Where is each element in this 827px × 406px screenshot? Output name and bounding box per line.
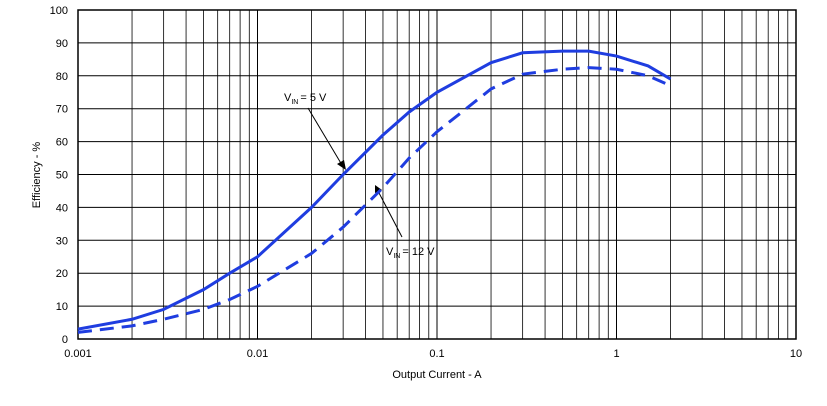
label-rest: = 5 V xyxy=(300,92,327,104)
label-main: V xyxy=(284,92,292,104)
y-tick-label: 10 xyxy=(56,301,68,313)
arrowhead xyxy=(375,185,382,193)
y-tick-label: 100 xyxy=(50,5,68,17)
arrow xyxy=(377,190,403,238)
arrowhead xyxy=(337,160,346,170)
y-tick-label: 40 xyxy=(56,202,68,214)
annotations xyxy=(307,107,403,238)
y-tick-label: 50 xyxy=(56,170,68,182)
x-tick-label: 0.01 xyxy=(247,348,268,360)
y-tick-label: 90 xyxy=(56,38,68,50)
series-label: VIN = 5 V xyxy=(284,92,327,106)
plot-frame xyxy=(77,9,797,340)
y-tick-label: 60 xyxy=(56,137,68,149)
label-sub: IN xyxy=(393,253,400,260)
y-tick-label: 80 xyxy=(56,71,68,83)
x-tick-label: 1 xyxy=(613,348,619,360)
y-tick-label: 20 xyxy=(56,268,68,280)
x-tick-label: 10 xyxy=(790,348,802,360)
x-tick-label: 0.001 xyxy=(64,348,92,360)
series-line xyxy=(77,49,672,331)
y-tick-label: 0 xyxy=(62,334,68,346)
label-main: V xyxy=(386,246,394,258)
label-rest: = 12 V xyxy=(402,246,435,258)
label-sub: IN xyxy=(291,99,298,106)
arrow xyxy=(307,107,343,166)
y-tick-label: 70 xyxy=(56,104,68,116)
y-axis-title: Efficiency - % xyxy=(31,142,43,209)
series-line xyxy=(77,66,672,334)
x-axis-title: Output Current - A xyxy=(392,369,482,381)
x-tick-label: 0.1 xyxy=(429,348,444,360)
series-label: VIN = 12 V xyxy=(386,246,435,260)
y-tick-label: 30 xyxy=(56,235,68,247)
